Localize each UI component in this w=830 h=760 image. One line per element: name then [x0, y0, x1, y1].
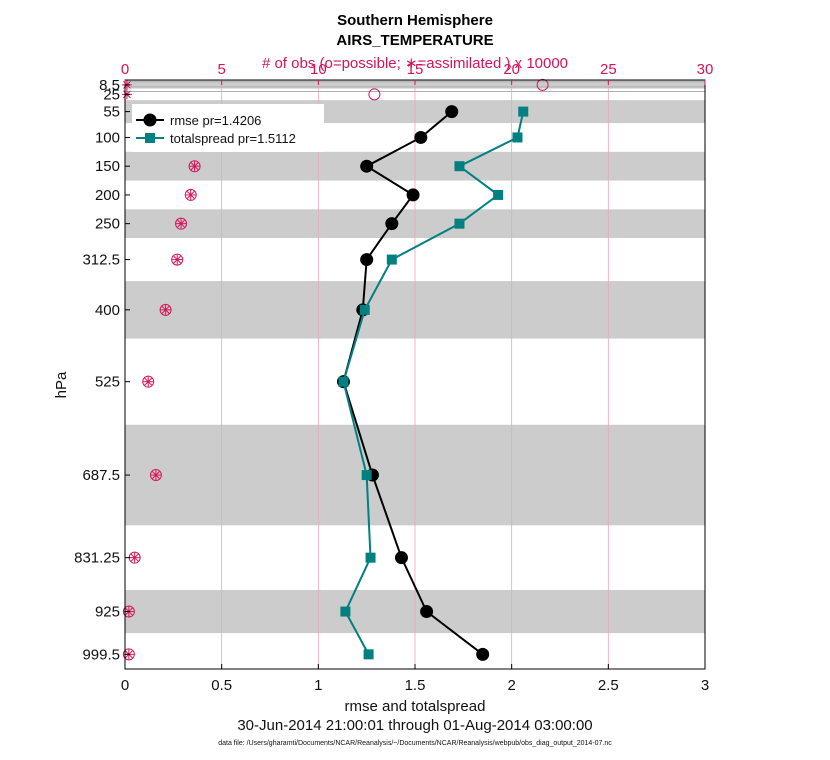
- legend-totalspread-marker: [145, 133, 155, 143]
- chart-subtitle: AIRS_TEMPERATURE: [336, 32, 493, 49]
- obs-possible-marker: [122, 648, 135, 661]
- obs-possible-marker: [536, 78, 549, 91]
- rmse-point: [406, 188, 420, 202]
- y-tick-label: 200: [95, 187, 120, 204]
- x-tick-label: 1.5: [405, 677, 426, 694]
- obs-possible-marker: [175, 217, 188, 230]
- y-axis-label: hPa: [53, 371, 70, 398]
- y-tick-label: 55: [103, 104, 120, 121]
- obs-possible-marker: [159, 303, 172, 316]
- legend-rmse-marker: [143, 113, 157, 127]
- series-layer: [336, 105, 529, 661]
- rmse-point: [476, 647, 490, 661]
- totalspread-point: [359, 304, 370, 315]
- rmse-point: [360, 253, 374, 267]
- y-tick-label: 831.25: [74, 550, 120, 567]
- totalspread-point: [454, 218, 465, 229]
- totalspread-point: [340, 606, 351, 617]
- x-tick-label: 0: [121, 677, 129, 694]
- y-tick-label: 925: [95, 604, 120, 621]
- y-tick-label: 150: [95, 158, 120, 175]
- obs-asterisk-stroke: [152, 471, 160, 479]
- obs-assimilated-marker: [143, 376, 154, 387]
- top-tick-label: 10: [310, 61, 327, 78]
- y-tick-label: 100: [95, 129, 120, 146]
- y-tick-label: 250: [95, 216, 120, 233]
- y-tick-label: 8.5: [99, 77, 120, 94]
- y-tick-label: 25: [103, 86, 120, 103]
- x-tick-label: 2: [507, 677, 515, 694]
- legend-box: [132, 104, 324, 152]
- y-tick-label: 312.5: [82, 252, 120, 269]
- date-range: 30-Jun-2014 21:00:01 through 01-Aug-2014…: [237, 717, 592, 734]
- obs-assimilated-marker: [176, 218, 187, 229]
- obs-possible-marker: [122, 605, 135, 618]
- top-tick-label: 0: [121, 61, 129, 78]
- rmse-point: [414, 130, 428, 144]
- top-axis-label: # of obs (o=possible; ∗=assimilated ) x …: [262, 55, 568, 72]
- x-axis-label: rmse and totalspread: [345, 698, 486, 715]
- totalspread-line: [342, 111, 525, 655]
- x-tick-label: 3: [701, 677, 709, 694]
- x-tick-label: 1: [314, 677, 322, 694]
- top-tick-label: 30: [697, 61, 714, 78]
- y-tick-label: 525: [95, 374, 120, 391]
- y-tick-label: 687.5: [82, 467, 120, 484]
- data-file-footnote: data file: /Users/gharamti/Documents/NCA…: [218, 740, 612, 747]
- totalspread-point: [512, 132, 523, 143]
- rmse-point: [445, 105, 459, 119]
- obs-assimilated-marker: [185, 189, 196, 200]
- legend-rmse-label: rmse pr=1.4206: [170, 113, 261, 128]
- obs-possible-marker: [188, 160, 201, 173]
- obs-possible-marker: [142, 375, 155, 388]
- totalspread-point: [365, 552, 376, 563]
- rmse-point: [385, 217, 399, 231]
- obs-assimilated-marker: [172, 254, 183, 265]
- obs-assimilated-marker: [129, 552, 140, 563]
- obs-possible-marker: [149, 469, 162, 482]
- rmse-line: [342, 110, 484, 656]
- top-tick-label: 5: [217, 61, 225, 78]
- obs-possible-marker: [171, 253, 184, 266]
- obs-assimilated-marker: [189, 161, 200, 172]
- legend-totalspread-label: totalspread pr=1.5112: [170, 131, 296, 146]
- legend: rmse pr=1.4206 totalspread pr=1.5112: [132, 104, 324, 152]
- obs-asterisk-stroke: [186, 191, 195, 199]
- rmse-point: [360, 159, 374, 173]
- obs-possible-marker: [184, 188, 197, 201]
- top-tick-label: 25: [600, 61, 617, 78]
- x-tick-label: 2.5: [598, 677, 619, 694]
- tick-labels: 0 0.5 1 1.5 2 2.5 30 5 10 15 20 25 308.5255510015020…: [74, 61, 713, 694]
- rmse-point: [420, 605, 434, 619]
- totalspread-point: [454, 161, 465, 172]
- top-tick-label: 15: [407, 61, 424, 78]
- obs-assimilated-marker: [160, 304, 171, 315]
- obs-assimilated-marker: [150, 470, 161, 481]
- obs-asterisk-stroke: [177, 219, 185, 228]
- obs-possible-marker: [368, 88, 381, 101]
- totalspread-point: [493, 189, 504, 200]
- rmse-point: [394, 551, 408, 565]
- obs-asterisk-stroke: [161, 305, 170, 314]
- totalspread-point: [518, 106, 529, 117]
- obs-asterisk-stroke: [190, 162, 199, 171]
- y-tick-label: 400: [95, 302, 120, 319]
- x-tick-label: 0.5: [211, 677, 232, 694]
- totalspread-point: [361, 470, 372, 481]
- totalspread-point: [363, 649, 374, 660]
- obs-asterisk-stroke: [173, 255, 182, 264]
- y-tick-label: 999.5: [82, 646, 120, 663]
- obs-asterisk-stroke: [130, 553, 139, 562]
- chart-title: Southern Hemisphere: [337, 12, 493, 29]
- obs-asterisk-stroke: [144, 377, 153, 386]
- totalspread-point: [386, 254, 397, 265]
- top-tick-label: 20: [503, 61, 520, 78]
- totalspread-point: [338, 376, 349, 387]
